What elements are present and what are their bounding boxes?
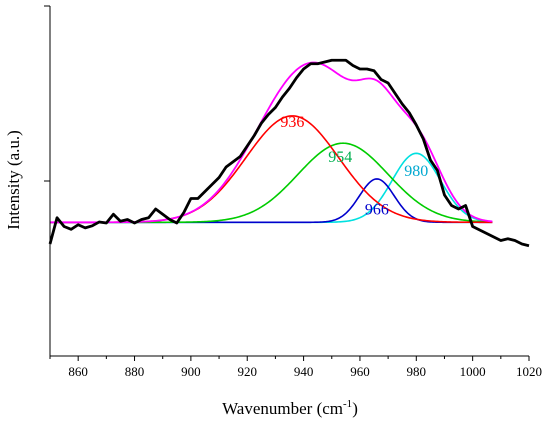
x-tick-label: 900	[181, 364, 201, 379]
peak-label-936: 936	[280, 114, 304, 131]
x-tick-label: 860	[68, 364, 88, 379]
x-tick-label: 980	[407, 364, 427, 379]
x-tick-label: 880	[125, 364, 145, 379]
peak-label-954: 954	[328, 149, 352, 166]
experimental-curve	[48, 58, 530, 248]
peak-label-966: 966	[365, 201, 389, 218]
x-axis-title: Wavenumber (cm-1)	[222, 398, 358, 418]
plot-area	[48, 58, 530, 248]
x-tick-label: 1020	[516, 364, 542, 379]
fit-sum-curve	[50, 61, 493, 224]
x-tick-label: 960	[350, 364, 370, 379]
x-tick-label: 1000	[460, 364, 486, 379]
x-axis-title-superscript: -1	[343, 398, 352, 410]
x-axis-ticks: 860 880 900 920 940 960 980 1000 1020	[49, 356, 542, 379]
x-tick-label: 940	[294, 364, 314, 379]
peak-labels: 936 954 966 980	[280, 114, 428, 219]
x-axis-title-close: )	[352, 399, 358, 418]
component-curve-954	[50, 142, 493, 224]
y-axis-title: Intensity (a.u.)	[4, 130, 23, 230]
peak-label-980: 980	[404, 163, 428, 180]
x-axis-title-text: Wavenumber (cm	[222, 399, 343, 418]
y-axis-ticks	[44, 5, 50, 182]
x-tick-label: 920	[237, 364, 257, 379]
